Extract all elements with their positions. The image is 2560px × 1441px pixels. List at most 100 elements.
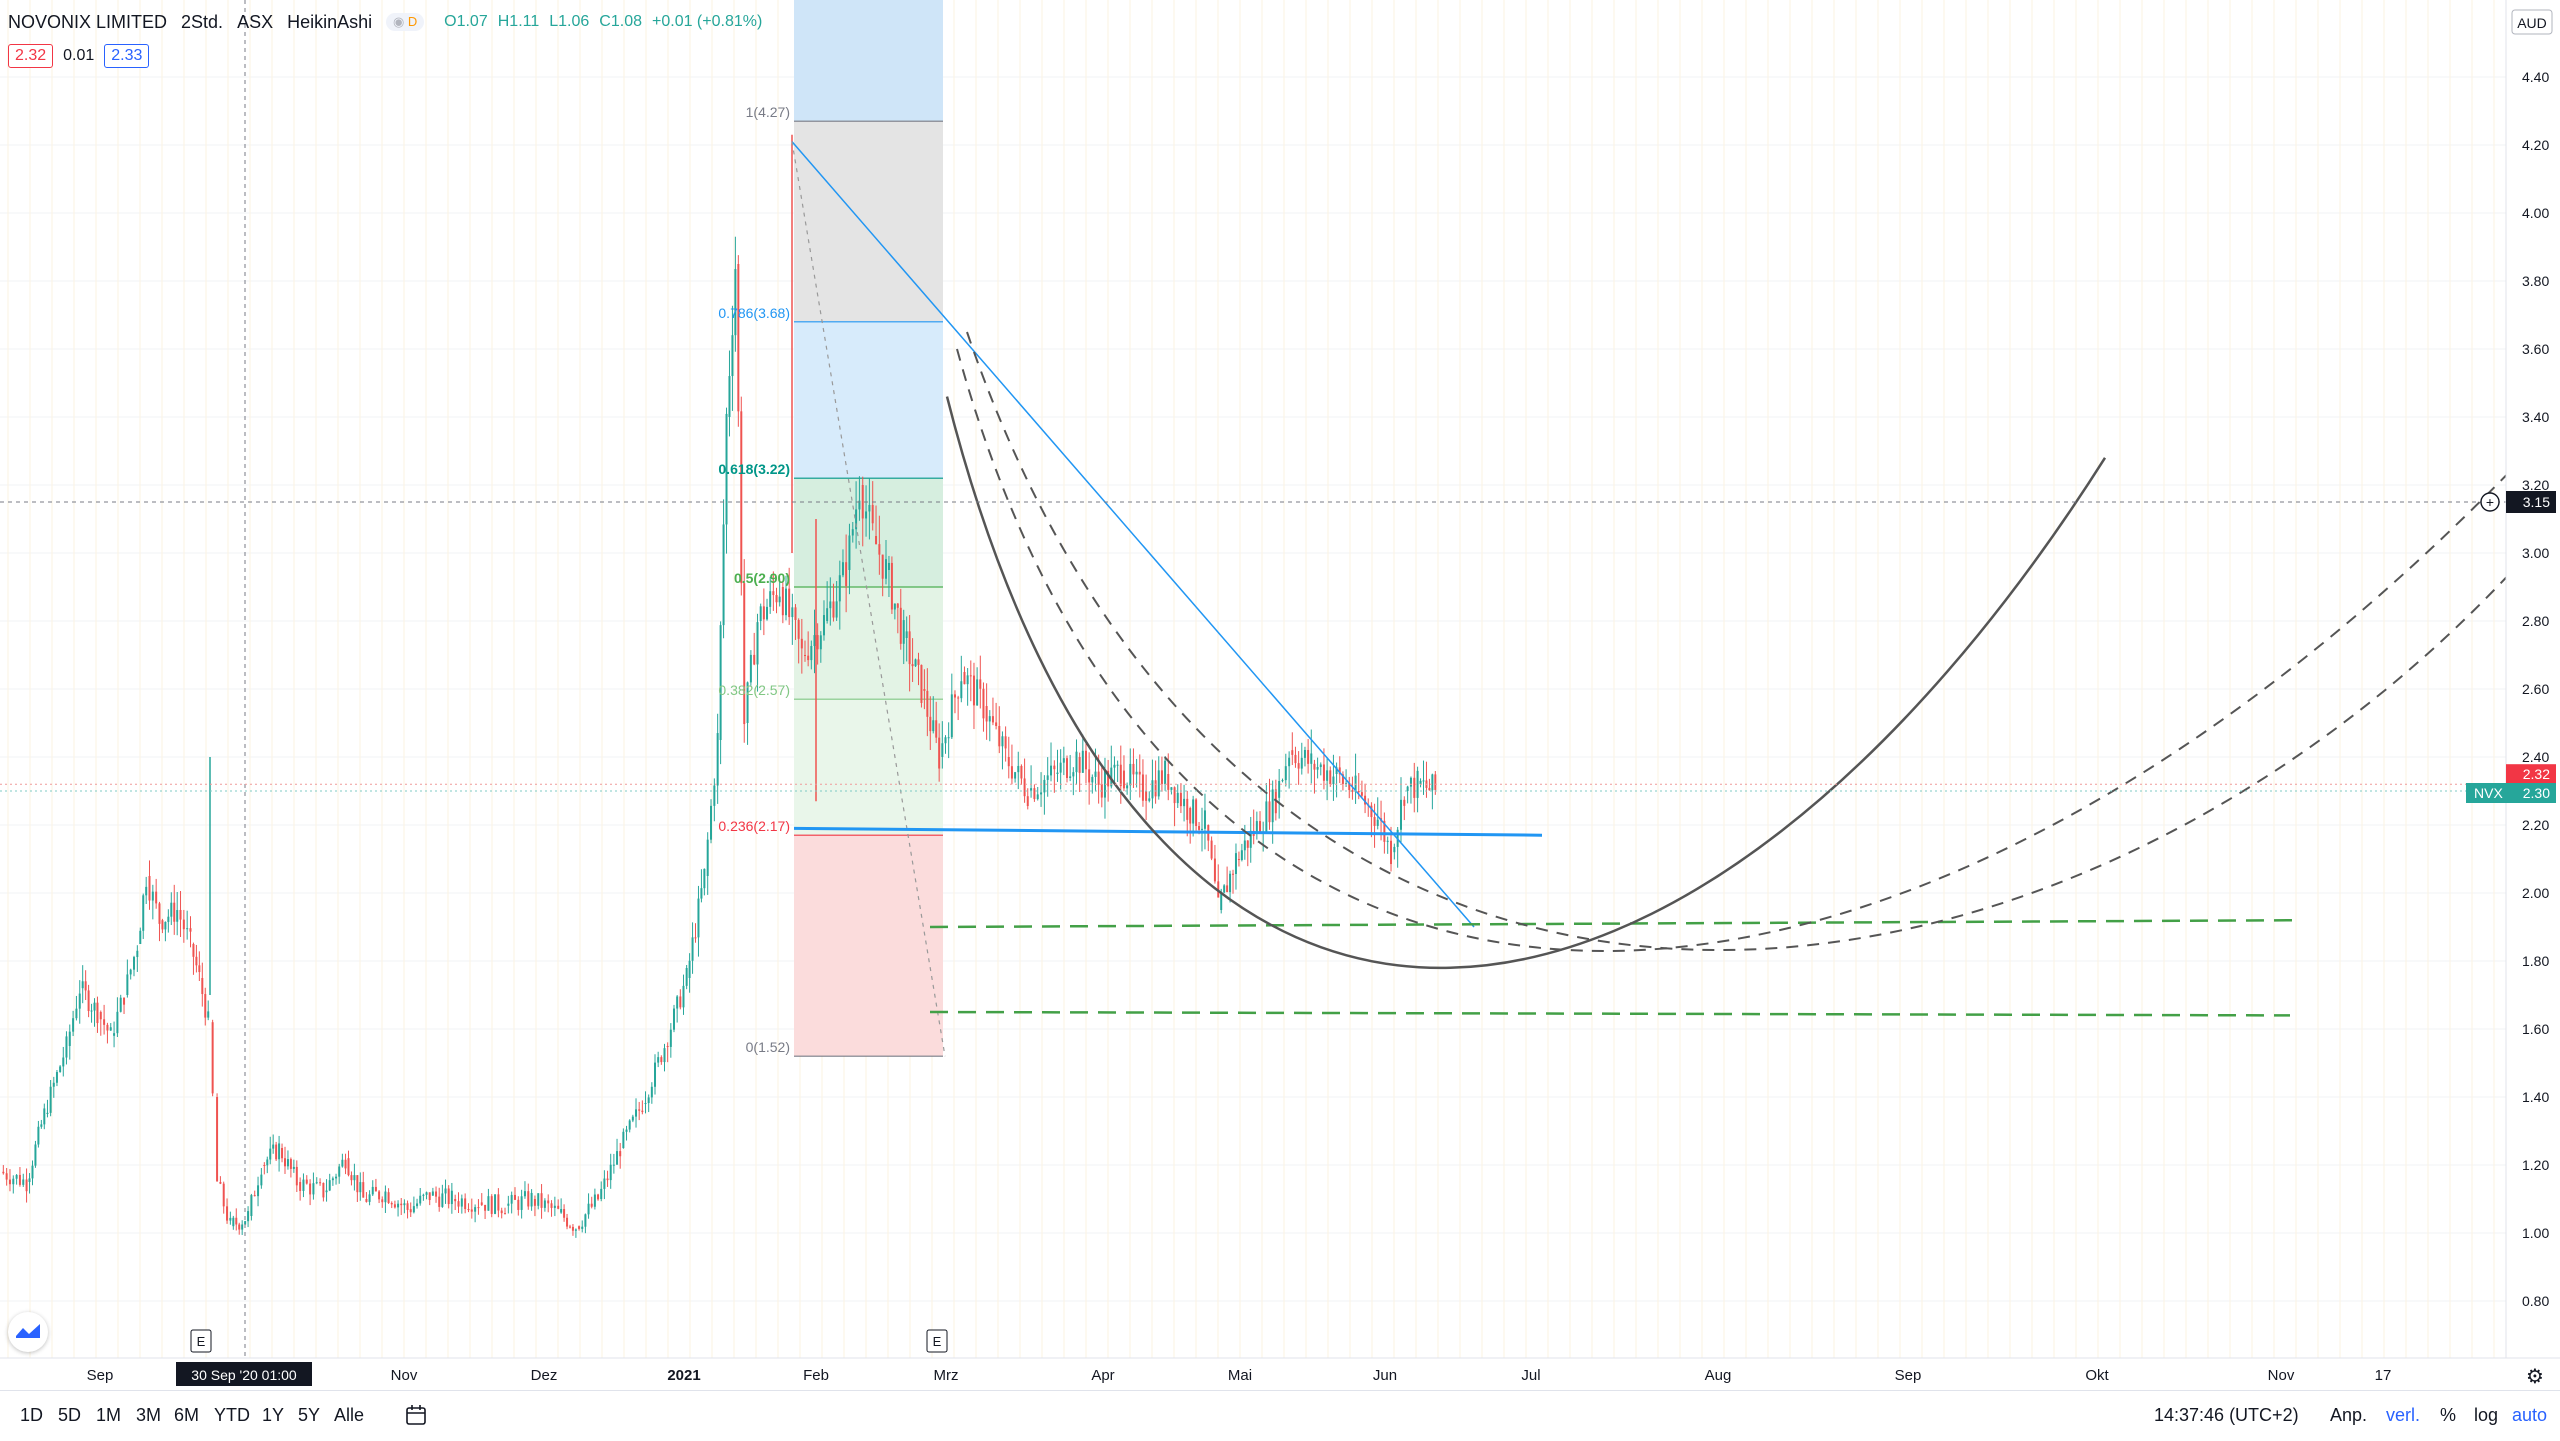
candle-body (644, 1103, 647, 1105)
candle-body (1050, 765, 1053, 776)
range-5d-button[interactable]: 5D (58, 1405, 82, 1425)
candle-body (1138, 771, 1141, 775)
candle-body (803, 655, 806, 656)
candle-body (813, 635, 816, 647)
adjust-button[interactable]: Anp. (2330, 1405, 2368, 1425)
price-tick-label: 1.00 (2522, 1225, 2549, 1241)
log-scale-button[interactable]: log (2474, 1405, 2499, 1425)
range-ytd-button[interactable]: YTD (214, 1405, 250, 1425)
candle-body (966, 675, 969, 685)
candle-body (957, 697, 960, 699)
candle-body (1240, 850, 1243, 861)
candle-body (769, 591, 772, 607)
trend-line (791, 141, 1475, 928)
candle-body (1007, 757, 1010, 767)
candle-body (263, 1165, 266, 1166)
crosshair-time-tag (176, 1362, 312, 1386)
range-5y-button[interactable]: 5Y (298, 1405, 321, 1425)
candle-body (1030, 788, 1033, 791)
candle-body (403, 1203, 406, 1206)
candle-body (550, 1203, 553, 1208)
date-range-calendar-icon[interactable] (404, 1403, 428, 1432)
candle-body (49, 1086, 52, 1113)
cup-arc-solid (945, 396, 2107, 970)
candle-body (794, 607, 797, 620)
candle-body (250, 1195, 253, 1216)
crosshair-price-label: 3.15 (2523, 494, 2550, 510)
candle-body (232, 1217, 235, 1227)
candle-body (1271, 789, 1274, 823)
candle-body (998, 725, 1001, 747)
candle-body (537, 1193, 540, 1206)
interval-label[interactable]: 2Std. (181, 11, 224, 32)
candle-body (1360, 792, 1363, 796)
ask-price[interactable]: 2.33 (104, 44, 150, 68)
candle-body (1357, 791, 1360, 793)
price-tick-label: 1.20 (2522, 1157, 2549, 1173)
candle-body (87, 990, 90, 1012)
symbol-name[interactable]: NOVONIX LIMITED (8, 11, 168, 32)
candle-body (635, 1109, 638, 1117)
percent-scale-button[interactable]: % (2440, 1405, 2457, 1425)
bid-price[interactable]: 2.32 (8, 44, 54, 68)
settings-gear-icon[interactable]: ⚙ (2526, 1366, 2544, 1388)
candle-body (1332, 776, 1335, 785)
candle-body (1338, 767, 1341, 775)
candle-body (947, 737, 950, 739)
candle-body (788, 588, 791, 618)
auto-scale-button[interactable]: auto (2512, 1405, 2548, 1425)
extended-hours-button[interactable]: verl. (2386, 1405, 2421, 1425)
candle-body (871, 504, 874, 524)
range-1m-button[interactable]: 1M (96, 1405, 122, 1425)
candle-body (219, 1182, 222, 1184)
candle-body (1078, 757, 1081, 773)
candle-body (487, 1196, 490, 1211)
candle-body (829, 601, 832, 609)
candle-body (1053, 765, 1056, 770)
candle-body (78, 993, 81, 1009)
range-all-button[interactable]: Alle (334, 1405, 365, 1425)
candle-body (923, 689, 926, 691)
time-tick-label: Jul (1521, 1367, 1540, 1384)
candle-body (553, 1205, 556, 1208)
candle-body (5, 1173, 8, 1180)
candle-body (312, 1183, 315, 1195)
candle-body (195, 956, 198, 966)
fib-level-label: 0.5(2.90) (734, 570, 790, 586)
chart-style-label[interactable]: HeikinAshi (287, 11, 373, 32)
candle-body (935, 720, 938, 738)
candle-body (697, 898, 700, 938)
candle-body (15, 1174, 18, 1179)
candle-body (397, 1203, 400, 1208)
candle-body (710, 805, 713, 840)
price-tick-label: 3.60 (2522, 341, 2549, 357)
candlestick-series (2, 134, 1437, 1238)
range-3m-button[interactable]: 3M (136, 1405, 162, 1425)
candle-body (1234, 853, 1237, 875)
crosshair-price-tag (2506, 491, 2556, 513)
candle-body (875, 536, 878, 545)
candle-body (1351, 790, 1354, 792)
range-1y-button[interactable]: 1Y (262, 1405, 285, 1425)
candle-body (1176, 792, 1179, 804)
range-6m-button[interactable]: 6M (174, 1405, 200, 1425)
candle-body (441, 1193, 444, 1207)
price-tick-label: 3.80 (2522, 273, 2549, 289)
candle-body (409, 1209, 412, 1213)
clock-display[interactable]: 14:37:46 (UTC+2) (2154, 1405, 2299, 1425)
fib-level-label: 1(4.27) (746, 104, 790, 120)
time-axis-bg (0, 1358, 2560, 1390)
data-badge[interactable]: ◉ D (386, 13, 425, 31)
candle-body (713, 785, 716, 806)
add-alert-plus-glyph: + (2486, 494, 2494, 510)
candle-body (1145, 791, 1148, 801)
fib-zone (794, 699, 943, 836)
fib-level-label: 0.618(3.22) (718, 461, 790, 477)
candle-body (65, 1036, 68, 1058)
candle-body (566, 1217, 569, 1227)
candle-body (953, 694, 956, 698)
tradingview-logo-icon[interactable] (8, 1312, 48, 1352)
candle-body (167, 916, 170, 922)
range-1d-button[interactable]: 1D (20, 1405, 44, 1425)
